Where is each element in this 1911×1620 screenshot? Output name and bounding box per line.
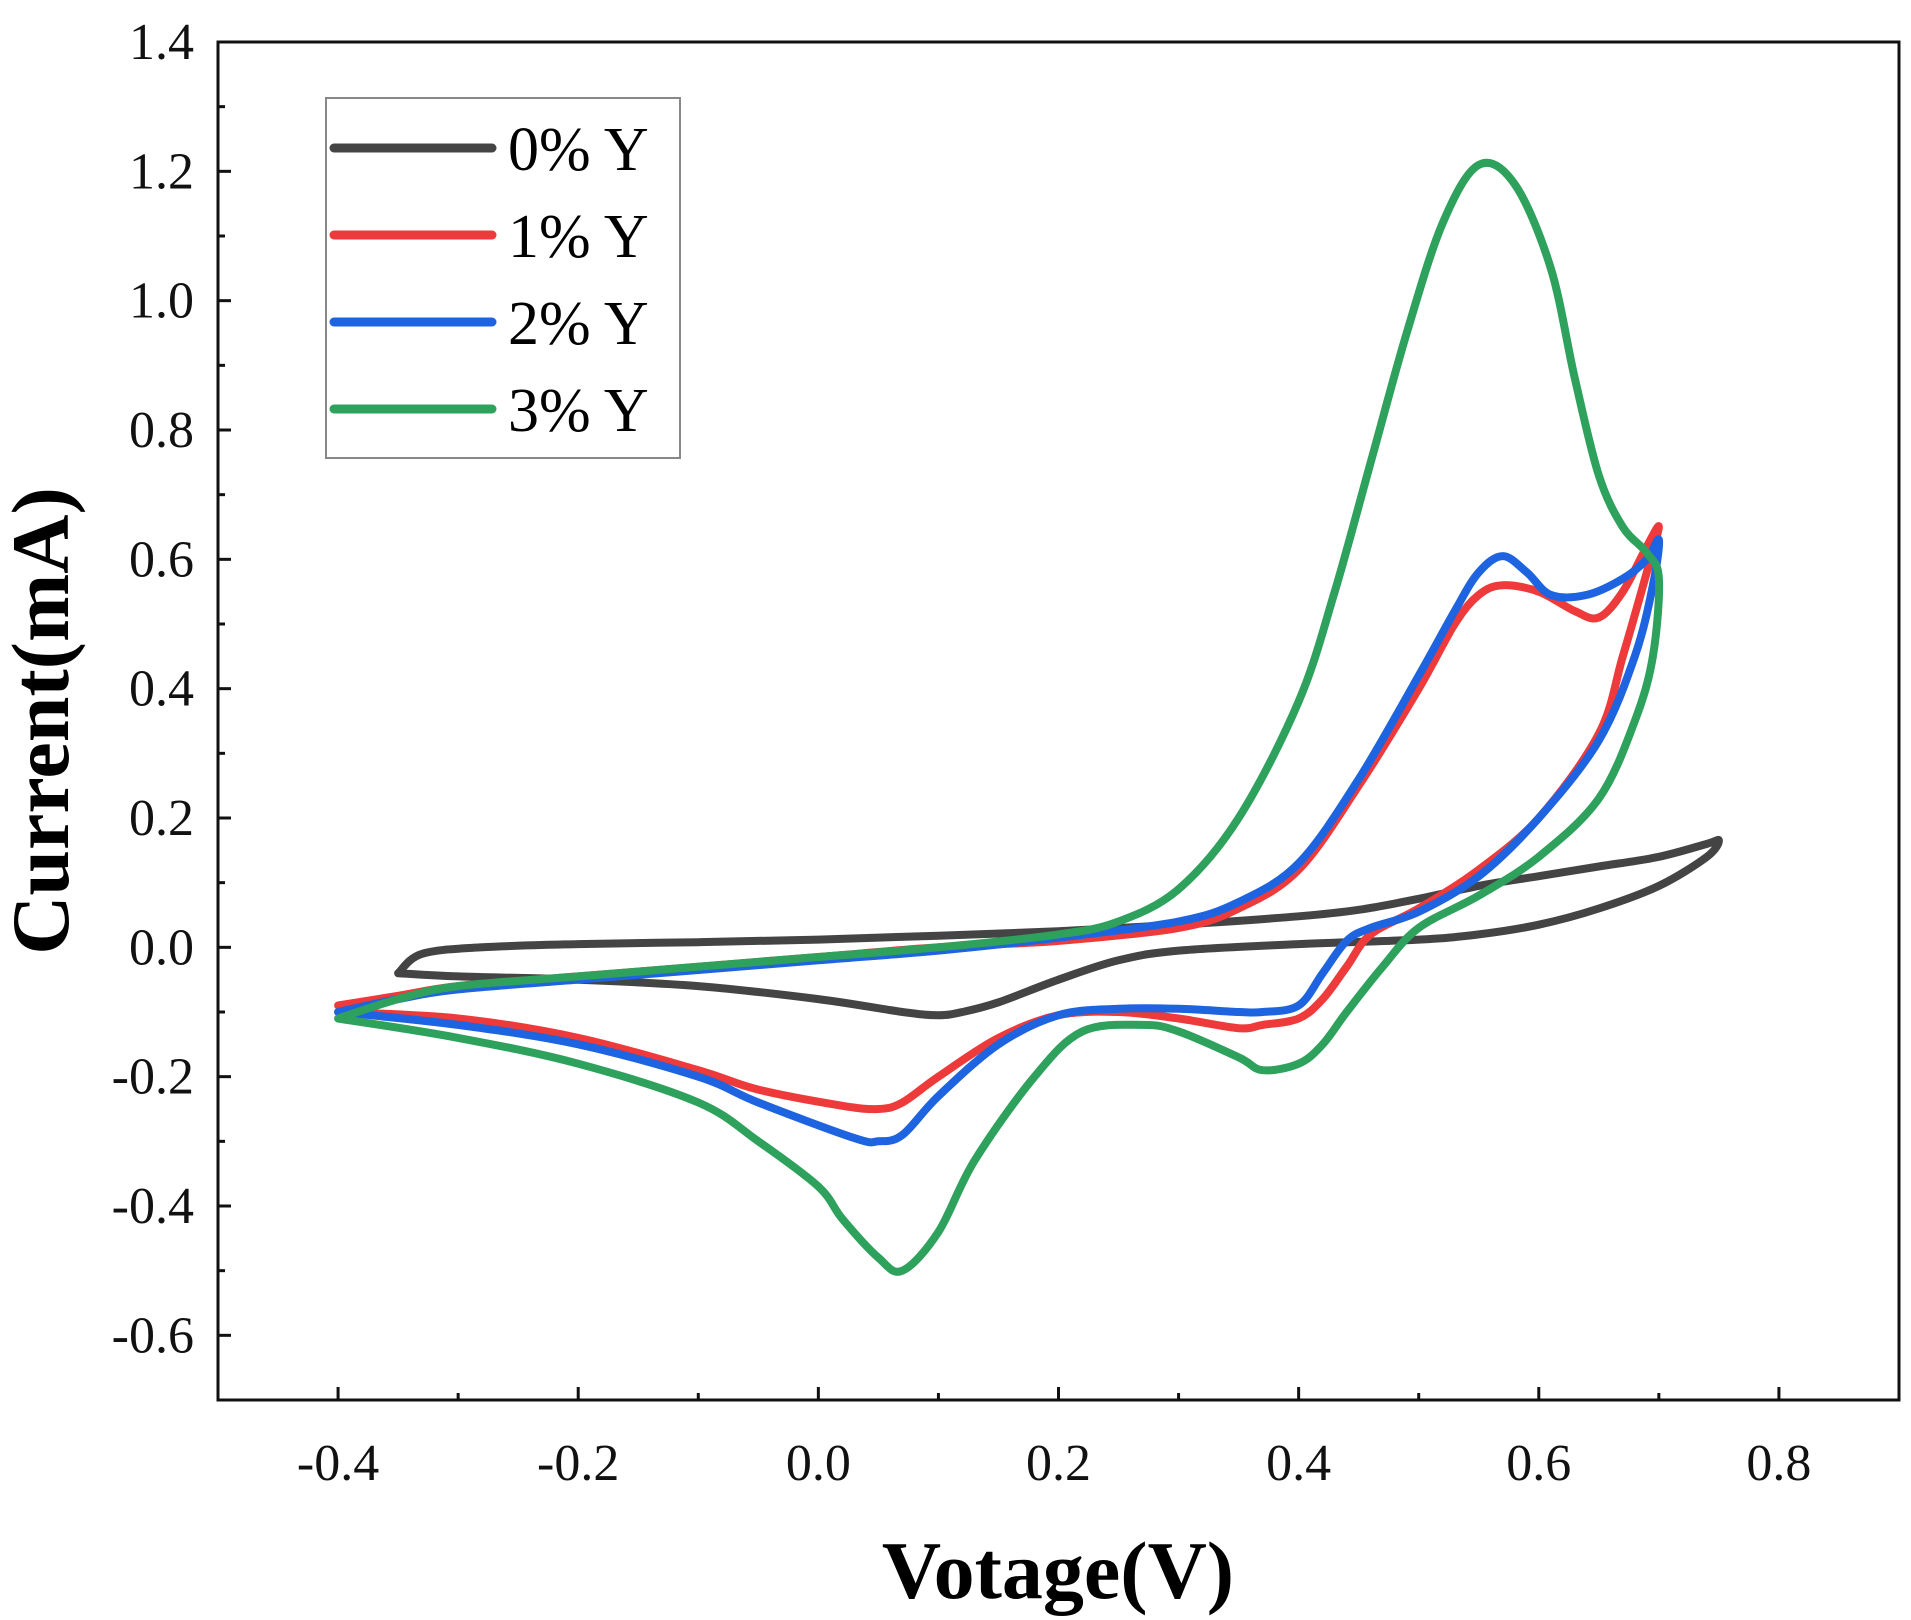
x-tick-label: -0.2 [537, 1435, 619, 1492]
series-layer [334, 158, 1723, 1276]
y-tick-label: 0.6 [129, 531, 194, 588]
x-axis-title: Votage(V) [882, 1525, 1234, 1616]
y-tick-label: -0.2 [112, 1049, 194, 1106]
y-tick-label: 1.0 [129, 273, 194, 330]
y-tick-label: -0.4 [112, 1178, 194, 1235]
y-tick-label: 1.2 [129, 143, 194, 200]
legend-label: 1% Y [508, 203, 649, 271]
series-line-3pct-y [334, 158, 1664, 1276]
y-tick-label: 0.8 [129, 402, 194, 459]
legend-label: 0% Y [508, 116, 649, 184]
y-tick-label: -0.6 [112, 1307, 194, 1364]
y-tick-label: 0.0 [129, 919, 194, 976]
legend: 0% Y 1% Y 2% Y 3% Y [325, 97, 681, 459]
x-tick-label: 0.2 [1026, 1435, 1091, 1492]
y-tick-label: 1.4 [129, 14, 194, 71]
x-tick-label: 0.8 [1746, 1435, 1811, 1492]
y-axis-title: Current(mA) [0, 487, 86, 955]
legend-box [325, 97, 681, 459]
legend-label: 3% Y [508, 377, 649, 445]
y-axis-ticks: -0.6 -0.4 -0.2 0.0 0.2 0.4 0.6 0.8 1.0 1.2 1.4 [112, 14, 231, 1402]
x-tick-label: 0.4 [1266, 1435, 1331, 1492]
x-tick-label: 0.0 [786, 1435, 851, 1492]
x-tick-label: -0.4 [297, 1435, 379, 1492]
series-line-0pct-y [394, 835, 1723, 1020]
y-tick-label: 0.2 [129, 790, 194, 847]
y-tick-label: 0.4 [129, 661, 194, 718]
legend-label: 2% Y [508, 290, 649, 358]
x-tick-label: 0.6 [1506, 1435, 1571, 1492]
series-line-1pct-y [334, 522, 1663, 1114]
plot-frame [216, 40, 1901, 1402]
x-axis-ticks: -0.4 -0.2 0.0 0.2 0.4 0.6 0.8 [297, 1387, 1811, 1492]
